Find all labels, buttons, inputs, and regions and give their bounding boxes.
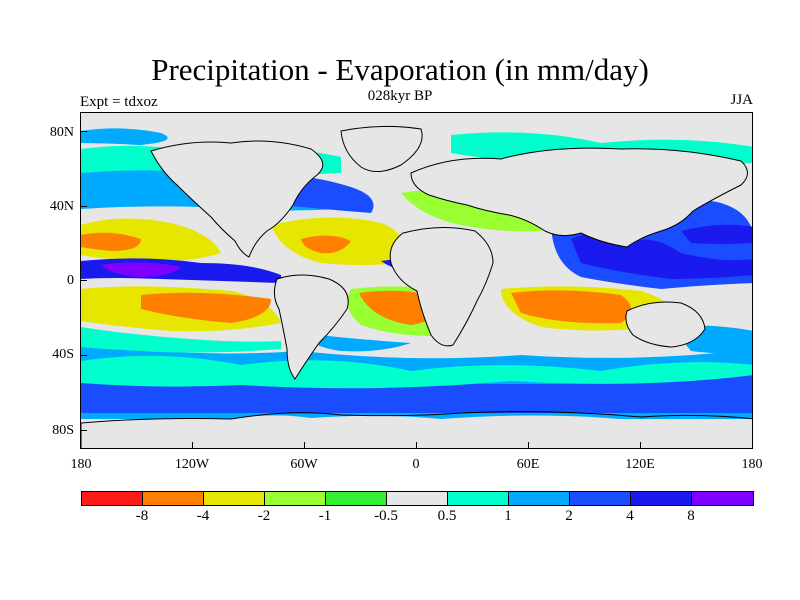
- lat-label-80n: 80N: [49, 125, 74, 140]
- colorbar-box: [82, 492, 143, 505]
- lon-label-120w: 120W: [174, 457, 210, 472]
- lon-label-0: 0: [412, 457, 420, 472]
- colorbar-label: 0.5: [437, 508, 457, 524]
- lon-tick: [416, 442, 418, 449]
- map-panel: [80, 112, 753, 449]
- lon-label-180w: 180: [70, 457, 92, 472]
- experiment-label: Expt = tdxoz: [80, 94, 158, 110]
- lat-tick: [80, 355, 87, 357]
- colorbar-label: -4: [196, 508, 210, 524]
- colorbar-label: 2: [565, 508, 573, 524]
- colorbar-box: [143, 492, 204, 505]
- colorbar-box: [509, 492, 570, 505]
- lon-tick: [304, 442, 306, 449]
- colorbar-box: [570, 492, 631, 505]
- colorbar-box: [692, 492, 753, 505]
- lon-label-60e: 60E: [516, 457, 540, 472]
- colorbar-label: -0.5: [374, 508, 398, 524]
- lat-tick: [80, 280, 87, 282]
- colorbar-box: [387, 492, 448, 505]
- colorbar-box: [326, 492, 387, 505]
- lat-label-0: 0: [67, 273, 74, 288]
- lon-label-120e: 120E: [625, 457, 655, 472]
- colorbar-label: 8: [687, 508, 695, 524]
- colorbar-label: -8: [135, 508, 149, 524]
- lon-label-180e: 180: [741, 457, 763, 472]
- lat-label-40s: 40S: [52, 347, 74, 362]
- lat-tick: [80, 430, 87, 432]
- colorbar-label: 4: [626, 508, 634, 524]
- colorbar-box: [265, 492, 326, 505]
- lon-tick: [528, 442, 530, 449]
- lon-tick: [192, 442, 194, 449]
- precip-evap-map: [81, 113, 752, 448]
- colorbar-label: 1: [504, 508, 512, 524]
- lon-label-60w: 60W: [290, 457, 318, 472]
- season-label: JJA: [730, 92, 753, 108]
- lat-label-80s: 80S: [52, 423, 74, 438]
- chart-subtitle: 028kyr BP: [367, 88, 433, 104]
- lon-tick: [640, 442, 642, 449]
- colorbar: [81, 491, 754, 506]
- colorbar-box: [631, 492, 692, 505]
- lat-tick: [80, 131, 87, 133]
- colorbar-box: [204, 492, 265, 505]
- lat-tick: [80, 206, 87, 208]
- chart-title: Precipitation - Evaporation (in mm/day): [151, 52, 649, 87]
- colorbar-box: [448, 492, 509, 505]
- colorbar-label: -1: [318, 508, 332, 524]
- colorbar-label: -2: [257, 508, 271, 524]
- lat-label-40n: 40N: [49, 199, 74, 214]
